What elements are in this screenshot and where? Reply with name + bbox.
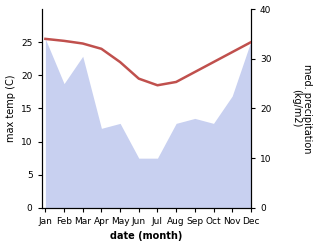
X-axis label: date (month): date (month) bbox=[110, 231, 183, 242]
Y-axis label: max temp (C): max temp (C) bbox=[5, 75, 16, 142]
Y-axis label: med. precipitation
(kg/m2): med. precipitation (kg/m2) bbox=[291, 64, 313, 153]
